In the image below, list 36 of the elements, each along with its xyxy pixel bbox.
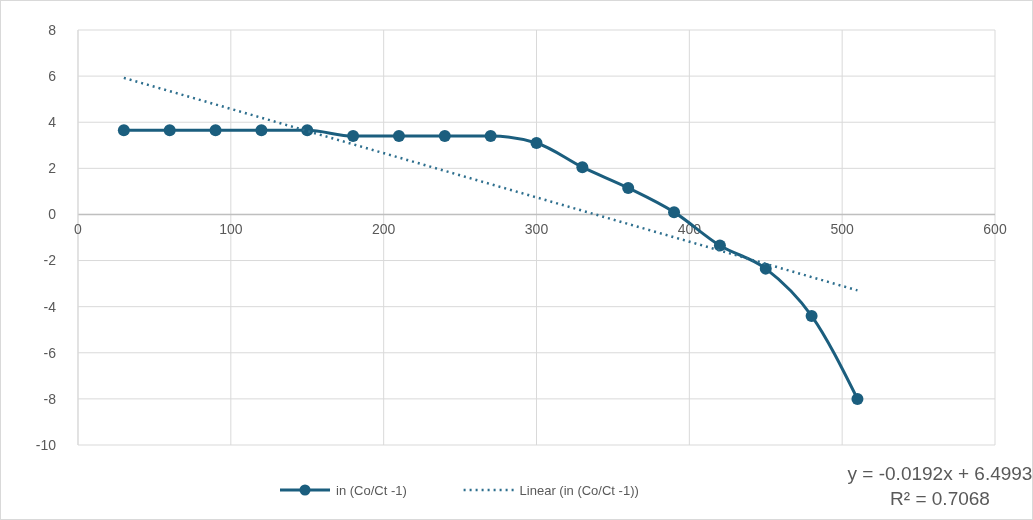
x-tick-label: 300 bbox=[524, 221, 549, 238]
y-tick-label: 4 bbox=[48, 114, 57, 131]
y-tick-label: 2 bbox=[48, 160, 57, 177]
y-tick-label: -4 bbox=[43, 298, 57, 315]
x-tick-label: 600 bbox=[983, 221, 1007, 238]
text: R² = 0.7068 bbox=[890, 488, 990, 509]
point bbox=[759, 262, 772, 275]
y-tick-label: 6 bbox=[48, 68, 57, 85]
point bbox=[668, 206, 681, 219]
point bbox=[392, 130, 405, 143]
point bbox=[209, 124, 222, 137]
x-tick-label: 500 bbox=[830, 221, 855, 238]
point bbox=[576, 161, 589, 174]
point bbox=[117, 124, 130, 137]
point bbox=[347, 130, 360, 143]
x-tick-label: 100 bbox=[219, 221, 243, 238]
y-tick-label: 0 bbox=[48, 206, 57, 223]
point bbox=[484, 130, 497, 143]
x-tick-label: 200 bbox=[371, 221, 396, 238]
point bbox=[851, 392, 864, 405]
y-tick-label: -10 bbox=[35, 436, 57, 453]
legend-label: in (Co/Ct -1) bbox=[336, 482, 407, 498]
y-tick-label: 8 bbox=[48, 21, 57, 38]
point bbox=[163, 124, 176, 137]
point bbox=[713, 239, 726, 252]
point bbox=[805, 309, 818, 322]
point bbox=[438, 130, 451, 143]
x-tick-label: 0 bbox=[74, 221, 83, 238]
y-tick-label: -2 bbox=[43, 252, 57, 269]
point bbox=[530, 136, 543, 149]
point bbox=[255, 124, 268, 137]
text: y = -0.0192x + 6.4993 bbox=[847, 463, 1033, 484]
point bbox=[622, 181, 635, 194]
y-tick-label: -8 bbox=[43, 390, 57, 407]
y-tick-label: -6 bbox=[43, 344, 57, 361]
legend-label: Linear (in (Co/Ct -1)) bbox=[519, 482, 639, 498]
